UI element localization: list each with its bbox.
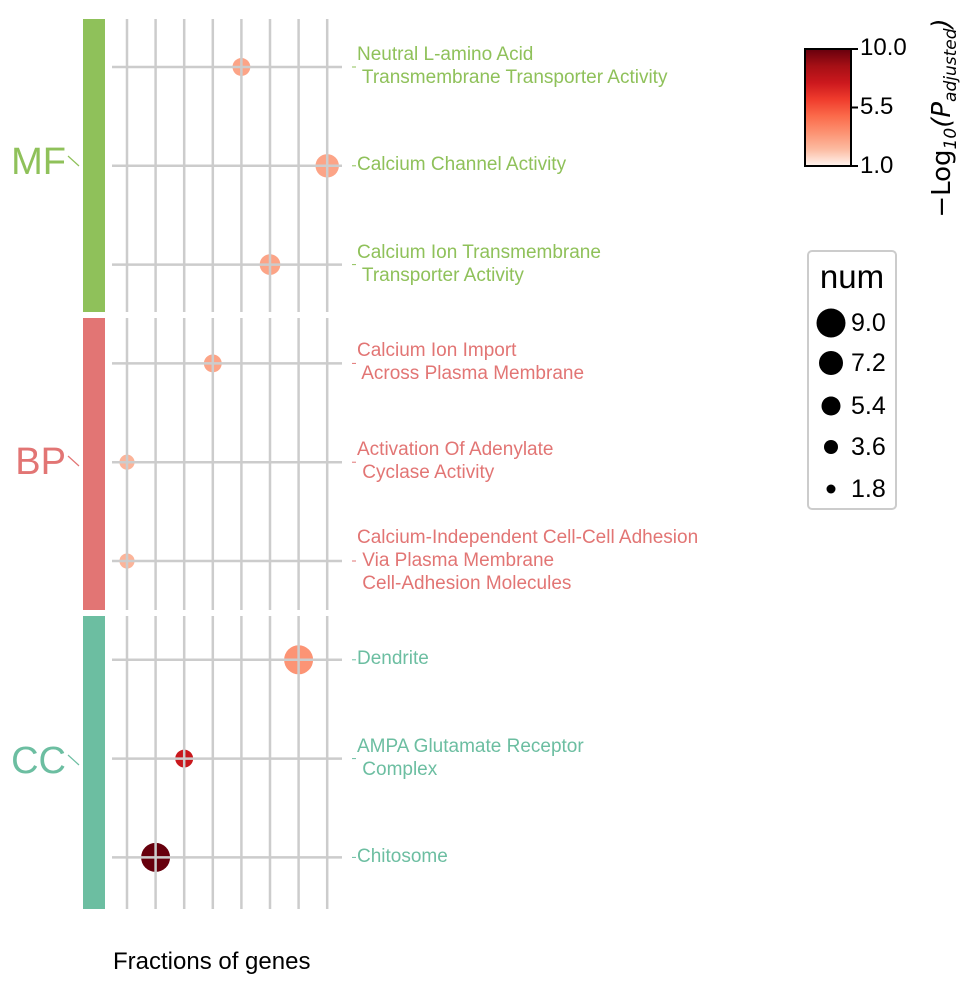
colorbar-title-p: (P (926, 101, 957, 128)
term-label: Neutral L-amino Acid Transmembrane Trans… (357, 44, 668, 88)
size-legend-label: 1.8 (851, 475, 886, 503)
size-legend-item: 3.6 (809, 432, 895, 462)
size-legend-item: 5.4 (809, 391, 895, 421)
group-connector (67, 455, 80, 467)
size-legend-item: 1.8 (809, 474, 895, 504)
term-label: Calcium-Independent Cell-Cell Adhesion V… (357, 526, 699, 594)
size-legend-label: 7.2 (851, 349, 886, 377)
group-bar-cc (83, 616, 105, 909)
grid-lines (112, 19, 342, 909)
group-bar-bp (83, 318, 105, 610)
size-legend-label: 3.6 (851, 433, 886, 461)
colorbar-gradient (804, 48, 852, 167)
group-connector (67, 754, 80, 766)
size-legend-dot (816, 308, 846, 338)
term-label: Activation Of Adenylate Cyclase Activity (357, 439, 554, 484)
size-legend: num 9.0 7.2 5.4 3.6 1.8 (807, 250, 897, 510)
dot-layer (119, 58, 339, 872)
group-connector (67, 155, 80, 167)
term-label: Calcium Ion Import Across Plasma Membran… (357, 340, 585, 385)
colorbar-title: −Log10(Padjusted) (927, 18, 961, 217)
colorbar-title-sub: 10 (941, 127, 962, 150)
group-label-mf: MF (11, 141, 66, 183)
size-legend-dot (819, 351, 843, 375)
term-label: Calcium Ion Transmembrane Transporter Ac… (357, 241, 601, 286)
size-legend-label: 5.4 (851, 392, 886, 420)
colorbar-tick-label: 1.0 (860, 152, 894, 179)
size-legend-dot (826, 484, 836, 494)
group-bars (83, 19, 105, 909)
term-label: Chitosome (357, 845, 448, 867)
colorbar-title-sub2: adjusted (941, 28, 962, 102)
size-legend-title: num (819, 258, 885, 295)
group-label-bp: BP (15, 441, 66, 483)
colorbar-tick-label: 5.5 (860, 93, 894, 120)
term-label: Dendrite (357, 648, 429, 670)
size-legend-item: 9.0 (809, 308, 895, 338)
colorbar-title-prefix: −Log (926, 149, 957, 218)
colorbar-tick-label: 10.0 (860, 34, 907, 61)
group-label-cc: CC (11, 740, 66, 782)
size-legend-dot (821, 396, 841, 416)
size-legend-dot (824, 440, 838, 454)
colorbar (804, 48, 858, 167)
x-axis-label: Fractions of genes (113, 948, 311, 975)
term-label: Calcium Channel Activity (357, 154, 567, 176)
group-bar-mf (83, 19, 105, 312)
size-legend-label: 9.0 (851, 309, 886, 337)
term-label: AMPA Glutamate Receptor Complex (357, 735, 584, 780)
size-legend-item: 7.2 (809, 348, 895, 378)
label-ticks (67, 66, 356, 858)
colorbar-title-close: ) (926, 18, 957, 29)
